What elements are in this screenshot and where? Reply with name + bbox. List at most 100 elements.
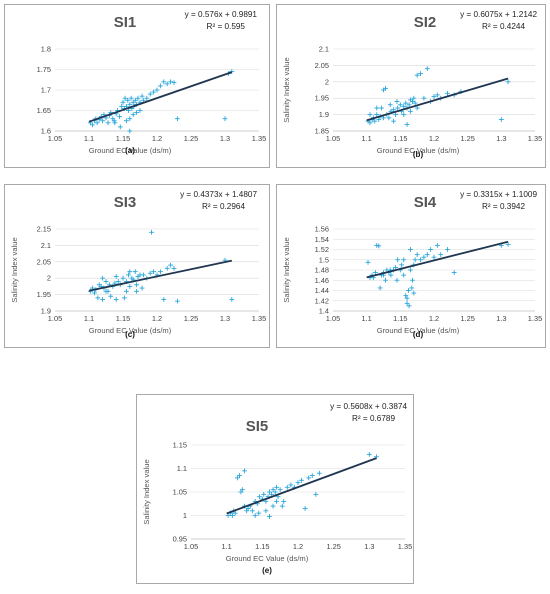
x-tick-label: 1.35 xyxy=(398,542,412,551)
data-point xyxy=(161,79,167,85)
data-point xyxy=(245,506,251,511)
data-point xyxy=(505,79,511,85)
data-point xyxy=(132,97,138,103)
y-tick-label: 1.1 xyxy=(177,464,187,473)
data-point xyxy=(421,254,427,260)
scatter-chart-si5: 0.95 1 1.05 1.1 1.15 1.05 1.1 1.15 1.2 1.25 1.3 1.3… xyxy=(142,402,412,575)
data-point xyxy=(117,114,122,120)
data-point xyxy=(404,295,410,301)
data-point xyxy=(376,117,382,122)
data-point xyxy=(366,452,372,457)
y-tick-label: 1.52 xyxy=(315,245,329,254)
data-point xyxy=(394,277,400,283)
y-tick-label: 1.46 xyxy=(315,276,329,285)
x-tick-label: 1.35 xyxy=(252,134,266,143)
chart-title: SI2 xyxy=(414,14,437,31)
x-tick-label: 1.2 xyxy=(293,542,303,551)
x-tick-label: 1.25 xyxy=(460,134,474,143)
y-tick-label: 2.1 xyxy=(41,241,51,250)
data-point xyxy=(424,66,430,72)
data-point xyxy=(372,118,378,124)
y-axis-label: Salinity Index value xyxy=(142,459,151,524)
y-tick-label: 1.8 xyxy=(41,45,51,54)
y-tick-label: 1.42 xyxy=(315,296,329,305)
data-point xyxy=(401,104,407,109)
x-tick-label: 1.15 xyxy=(255,542,269,551)
data-point xyxy=(229,69,235,74)
data-point xyxy=(127,101,133,107)
scatter-chart-si1: 1.6 1.65 1.7 1.75 1.8 1.05 1.1 1.15 1.2 1.25 1.3 1.… xyxy=(37,10,267,155)
data-point xyxy=(127,284,133,289)
y-axis-label: Salinity Index value xyxy=(10,237,19,302)
data-point xyxy=(274,499,279,504)
x-tick-label: 1.05 xyxy=(326,134,340,143)
trendline xyxy=(366,77,509,122)
data-point xyxy=(391,118,396,124)
data-point xyxy=(126,272,131,278)
data-point xyxy=(115,279,121,284)
y-tick-label: 1.9 xyxy=(319,110,329,119)
y-tick-label: 1.5 xyxy=(319,255,329,264)
x-tick-label: 1.05 xyxy=(48,134,62,143)
data-point xyxy=(403,293,409,299)
data-point xyxy=(414,105,420,111)
chart-panel-si3: 1.9 1.95 2 2.05 2.1 2.15 1.05 1.1 1.15 1.2 1.25 1.3… xyxy=(4,184,270,348)
data-point xyxy=(428,247,434,252)
x-tick-label: 1.15 xyxy=(116,134,130,143)
y-tick-label: 0.95 xyxy=(173,535,187,544)
data-point xyxy=(256,510,262,516)
data-point xyxy=(137,108,143,113)
data-point xyxy=(168,262,173,268)
data-point xyxy=(434,92,440,98)
data-point xyxy=(365,259,371,265)
data-point xyxy=(229,513,235,518)
data-point xyxy=(130,112,136,117)
data-point xyxy=(393,265,399,270)
data-point xyxy=(284,484,290,490)
x-tick-label: 1.2 xyxy=(152,314,162,323)
x-tick-label: 1.15 xyxy=(116,314,130,323)
data-point xyxy=(409,285,415,291)
data-point xyxy=(125,97,131,103)
data-point xyxy=(306,475,312,481)
trendline xyxy=(88,71,233,123)
data-point xyxy=(112,120,118,126)
y-tick-label: 1.95 xyxy=(37,290,51,299)
regression-equation: y = 0.5608x + 0.3874 xyxy=(330,402,407,411)
data-point xyxy=(411,95,417,101)
data-point xyxy=(434,243,440,248)
x-tick-label: 1.2 xyxy=(429,314,439,323)
data-point xyxy=(154,87,160,93)
x-tick-label: 1.1 xyxy=(222,542,232,551)
scatter-chart-si4: 1.4 1.421.441.461.48 1.51.521.541.56 1.05 1.… xyxy=(282,190,542,339)
data-point xyxy=(257,494,262,500)
data-point xyxy=(313,491,319,497)
y-tick-label: 1.54 xyxy=(315,235,329,244)
x-axis-label: Ground EC Value (ds/m) xyxy=(226,554,309,563)
data-point xyxy=(408,267,413,273)
data-point xyxy=(410,277,415,283)
data-point xyxy=(263,508,269,514)
y-tick-label: 1.95 xyxy=(315,94,329,103)
data-point xyxy=(121,295,127,301)
data-point xyxy=(374,105,380,111)
data-point xyxy=(414,72,420,78)
data-point xyxy=(401,112,407,117)
data-point xyxy=(399,262,405,268)
x-axis-label: Ground EC Value (ds/m) xyxy=(377,146,460,155)
data-point xyxy=(406,288,411,293)
data-point xyxy=(376,243,382,249)
y-tick-label: 2 xyxy=(47,274,51,283)
y-tick-label: 1.9 xyxy=(41,307,51,316)
data-point xyxy=(134,288,139,294)
data-point xyxy=(391,107,396,113)
x-tick-label: 1.3 xyxy=(364,542,374,551)
data-point xyxy=(171,265,177,271)
data-point xyxy=(394,99,400,104)
data-point xyxy=(120,275,126,281)
data-point xyxy=(127,269,133,275)
trendline xyxy=(226,457,377,515)
regression-equation: y = 0.3315x + 1.1009 xyxy=(460,190,537,199)
y-tick-label: 1.85 xyxy=(315,127,329,136)
x-tick-label: 1.1 xyxy=(84,134,94,143)
